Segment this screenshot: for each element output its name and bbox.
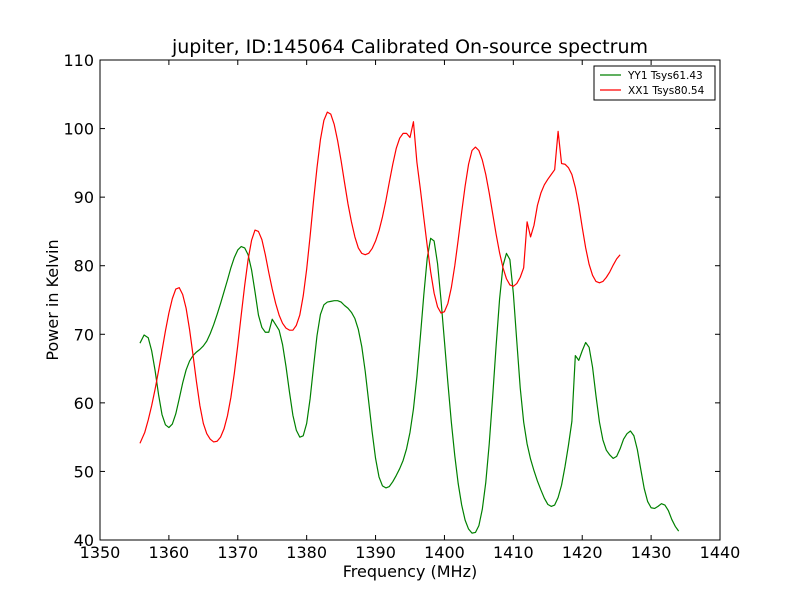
x-tick-label: 1440 [700, 543, 741, 562]
legend-label: YY1 Tsys61.43 [627, 70, 703, 82]
chart-title: jupiter, ID:145064 Calibrated On-source … [171, 36, 648, 58]
x-tick-label: 1380 [286, 543, 327, 562]
x-tick-label: 1410 [493, 543, 534, 562]
series-line-xx1 [139, 111, 621, 444]
tick-layer: 1350 1360 1370 1380 1390 1400 1410 1420 1430 1440… [63, 51, 740, 562]
x-axis-title: Frequency (MHz) [343, 562, 477, 581]
y-tick-label: 90 [74, 188, 94, 207]
legend-label: XX1 Tsys80.54 [628, 85, 705, 97]
y-axis-title: Power in Kelvin [43, 239, 62, 360]
x-tick-label: 1400 [424, 543, 465, 562]
y-tick-label: 60 [74, 394, 94, 413]
legend: YY1 Tsys61.43 XX1 Tsys80.54 [593, 65, 716, 101]
legend-box [593, 65, 716, 101]
series-line-yy1 [139, 237, 680, 534]
y-tick-label: 50 [74, 462, 94, 481]
y-tick-label: 110 [63, 51, 94, 70]
y-tick-label: 40 [74, 531, 94, 550]
y-tick-label: 80 [74, 257, 94, 276]
series-layer [139, 111, 680, 534]
x-tick-label: 1360 [149, 543, 190, 562]
legend-entries: YY1 Tsys61.43 XX1 Tsys80.54 [600, 70, 705, 97]
y-tick-label: 100 [63, 120, 94, 139]
x-tick-label: 1350 [80, 543, 121, 562]
x-tick-label: 1430 [631, 543, 672, 562]
plot-frame [99, 59, 721, 541]
y-tick-label: 70 [74, 325, 94, 344]
x-tick-label: 1390 [355, 543, 396, 562]
x-tick-label: 1420 [562, 543, 603, 562]
x-tick-label: 1370 [217, 543, 258, 562]
plot-area [100, 60, 720, 540]
